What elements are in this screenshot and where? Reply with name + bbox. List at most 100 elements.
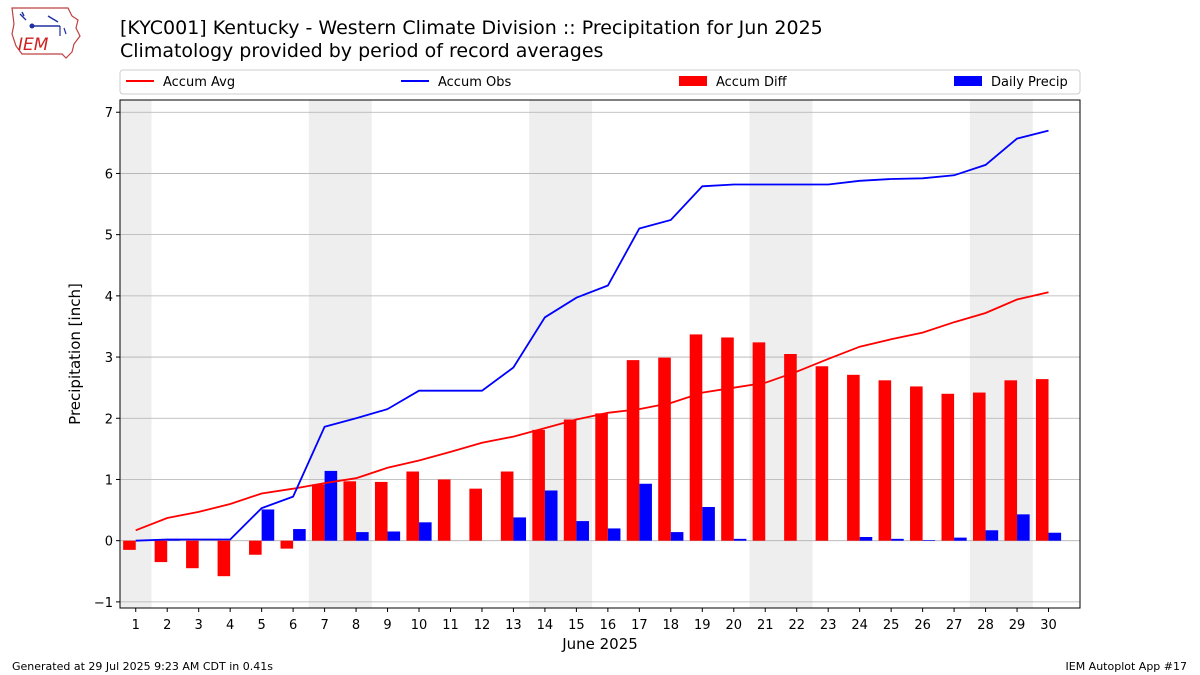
logo-text: IEM [18,35,49,55]
diff-bar-26 [910,386,923,541]
ytick-label-3: 2 [105,412,113,427]
diff-bar-3 [186,540,199,569]
xtick-label-18: 18 [663,618,680,633]
xtick-label-1: 1 [132,618,140,633]
daily-bar-17 [639,483,652,541]
diff-bar-5 [249,540,262,555]
diff-bar-29 [1004,380,1018,541]
daily-bar-7 [324,470,338,541]
xtick-label-12: 12 [474,618,491,633]
iem-logo: IEM [11,7,81,59]
daily-bar-19 [702,507,715,541]
app-label: IEM Autoplot App #17 [1065,660,1188,673]
xtick-label-6: 6 [289,618,297,633]
daily-bar-9 [387,531,401,541]
daily-bar-18 [670,532,684,541]
diff-bar-23 [815,366,829,541]
daily-bar-15 [576,521,589,541]
daily-bar-27 [954,537,967,541]
daily-bar-10 [419,522,432,541]
legend-swatch-4 [954,76,982,86]
daily-bar-20 [733,538,747,541]
xtick-label-26: 26 [914,618,931,633]
legend-label-2: Accum Obs [438,75,511,90]
bars [123,334,1062,577]
ytick-label-1: 0 [105,535,113,550]
legend: Accum Avg Accum Obs Accum Diff Daily Precip [119,69,1081,95]
diff-bar-10 [406,471,420,541]
diff-bar-22 [784,354,797,541]
xtick-label-21: 21 [757,618,774,633]
xtick-label-4: 4 [226,618,234,633]
y-axis-ticks: −1 0 1 2 3 4 5 6 7 [94,106,120,611]
diff-bar-11 [437,479,451,541]
xtick-label-3: 3 [195,618,203,633]
xtick-label-20: 20 [725,618,742,633]
xtick-label-29: 29 [1009,618,1026,633]
diff-bar-15 [563,419,577,541]
diff-bar-8 [343,481,357,541]
diff-bar-14 [532,429,545,541]
diff-bar-25 [878,380,892,541]
daily-bar-29 [1017,514,1030,541]
lines [135,129,1049,542]
xtick-label-14: 14 [537,618,554,633]
diff-bar-13 [500,471,514,541]
ytick-label-8: 7 [105,106,113,121]
diff-bar-2 [154,540,168,563]
xtick-label-2: 2 [163,618,171,633]
y-axis-label: Precipitation [inch] [66,283,84,425]
weekend-band-5 [969,100,1033,608]
daily-bar-24 [859,537,873,541]
diff-bar-24 [847,374,860,541]
diff-bar-7 [312,484,325,541]
xtick-label-7: 7 [320,618,328,633]
xtick-label-19: 19 [694,618,711,633]
xtick-label-13: 13 [505,618,522,633]
diff-bar-16 [595,413,608,541]
accum-avg-line [135,291,1049,532]
xtick-label-8: 8 [352,618,360,633]
xtick-label-24: 24 [851,618,868,633]
diff-bar-19 [689,334,703,541]
x-axis-label: June 2025 [561,635,638,653]
weekend-band-3 [529,100,593,608]
xtick-label-23: 23 [820,618,837,633]
gridlines [120,111,1080,603]
legend-label-3: Accum Diff [716,75,788,90]
daily-bar-6 [293,529,306,541]
chart-title: [KYC001] Kentucky - Western Climate Divi… [120,17,823,39]
xtick-label-10: 10 [411,618,428,633]
diff-bar-9 [374,481,388,541]
ytick-label-5: 4 [105,290,113,305]
chart-subtitle: Climatology provided by period of record… [120,40,604,62]
daily-bar-28 [985,530,999,541]
ytick-label-7: 6 [105,167,113,182]
weekend-shading [120,100,1033,608]
xtick-label-15: 15 [568,618,585,633]
xtick-label-5: 5 [257,618,265,633]
ytick-label-0: −1 [94,596,113,611]
daily-bar-30 [1048,532,1062,541]
plot-frame [119,99,1081,609]
xtick-label-17: 17 [631,618,648,633]
diff-bar-1 [123,540,136,550]
weekend-band-4 [749,100,813,608]
diff-bar-20 [721,337,734,541]
xtick-label-27: 27 [946,618,963,633]
accum-obs-line [135,129,1049,542]
ytick-label-6: 5 [105,229,113,244]
diff-bar-27 [941,393,955,541]
daily-bar-14 [544,490,558,541]
diff-bar-17 [626,360,640,541]
daily-bar-5 [261,509,275,541]
diff-bar-6 [280,540,294,549]
xtick-label-9: 9 [383,618,391,633]
weekend-band-1 [120,100,152,608]
diff-bar-18 [658,357,671,541]
legend-label-1: Accum Avg [163,75,235,90]
daily-bar-25 [891,538,904,541]
xtick-label-22: 22 [788,618,805,633]
xtick-label-28: 28 [977,618,994,633]
